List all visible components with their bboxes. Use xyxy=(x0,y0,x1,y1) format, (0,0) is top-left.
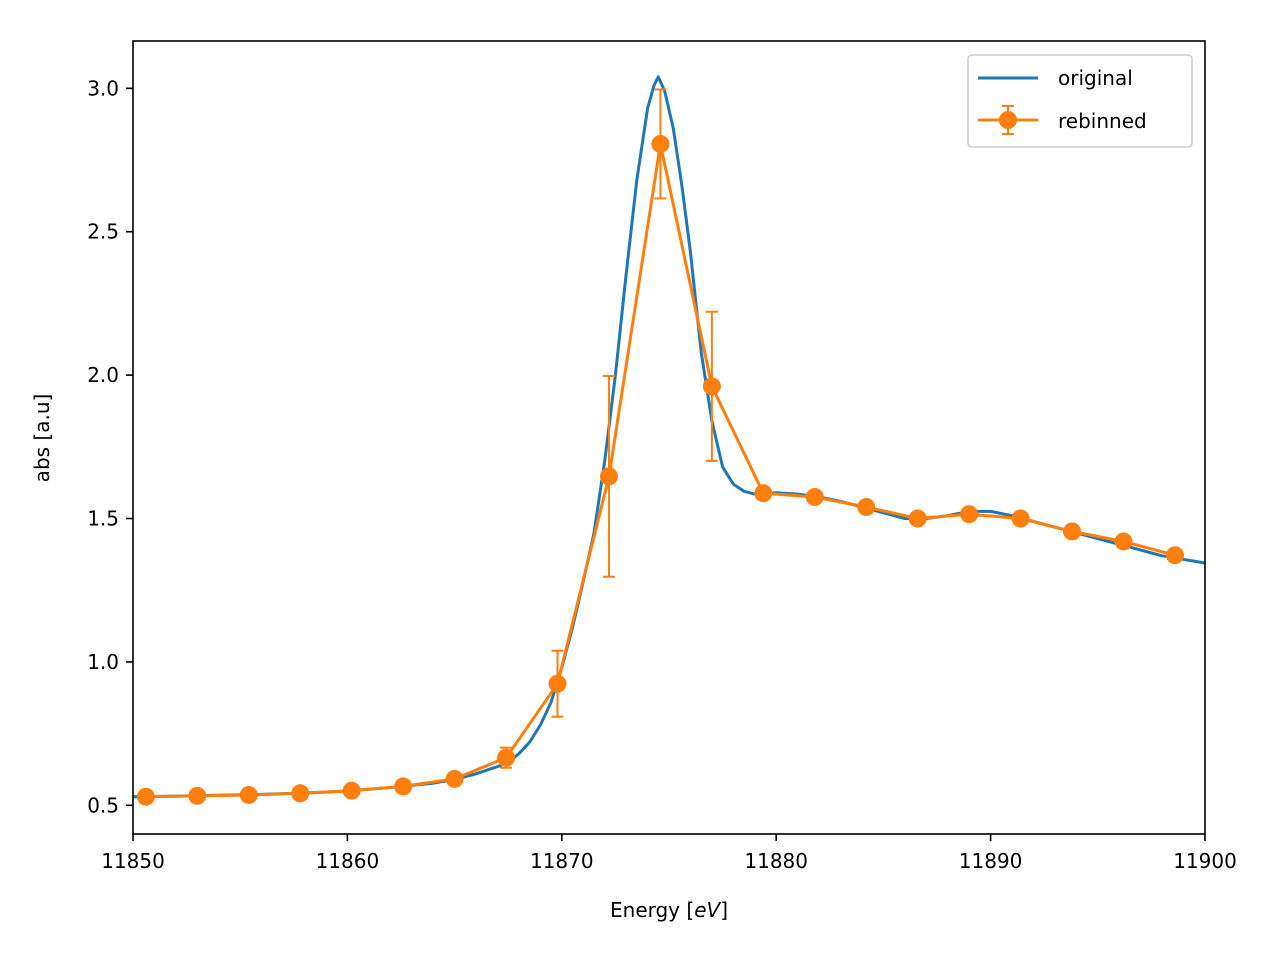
series-layer xyxy=(133,75,1205,806)
y-axis: 0.5 1.0 1.5 2.0 2.5 3.0 xyxy=(87,76,133,817)
rebinned-point xyxy=(908,509,927,528)
rebinned-point xyxy=(960,505,979,524)
x-tick-label: 11880 xyxy=(744,849,808,873)
rebinned-point xyxy=(342,781,361,800)
x-tick-label: 11890 xyxy=(959,849,1023,873)
rebinned-point xyxy=(239,785,258,804)
rebinned-point xyxy=(188,786,207,805)
rebinned-point xyxy=(291,784,310,803)
y-tick-label: 0.5 xyxy=(87,793,119,817)
y-tick-label: 1.5 xyxy=(87,507,119,531)
plot-area: 11850 11860 11870 11880 11890 11900 0.5 1.0 1.5… xyxy=(87,40,1237,873)
legend-rebinned-marker xyxy=(999,111,1017,129)
y-tick-label: 1.0 xyxy=(87,650,119,674)
legend-rebinned-label: rebinned xyxy=(1058,109,1147,133)
rebinned-point xyxy=(754,484,773,503)
x-axis-label: Energy [eV] xyxy=(610,898,728,922)
legend: original rebinned xyxy=(967,54,1193,148)
y-tick-label: 2.0 xyxy=(87,363,119,387)
rebinned-point xyxy=(1165,546,1184,565)
rebinned-point xyxy=(394,777,413,796)
rebinned-point xyxy=(136,787,155,806)
rebinned-point xyxy=(805,488,824,507)
rebinned-point xyxy=(1011,509,1030,528)
rebinned-point xyxy=(599,467,618,486)
x-tick-label: 11900 xyxy=(1173,849,1237,873)
rebinned-point xyxy=(702,377,721,396)
y-tick-label: 2.5 xyxy=(87,220,119,244)
x-axis: 11850 11860 11870 11880 11890 11900 xyxy=(101,834,1237,873)
x-tick-label: 11860 xyxy=(316,849,380,873)
y-tick-label: 3.0 xyxy=(87,76,119,100)
x-tick-label: 11870 xyxy=(530,849,594,873)
axes-frame xyxy=(132,40,1206,835)
rebinned-point xyxy=(1063,522,1082,541)
rebinned-point xyxy=(548,674,567,693)
rebinned-point xyxy=(651,134,670,153)
x-tick-label: 11850 xyxy=(101,849,165,873)
rebinned-point xyxy=(445,769,464,788)
rebinned-point xyxy=(1114,532,1133,551)
y-axis-label: abs [a.u] xyxy=(30,394,54,483)
rebinned-point xyxy=(857,498,876,517)
rebinned-point xyxy=(497,748,516,767)
legend-original-label: original xyxy=(1058,66,1133,90)
